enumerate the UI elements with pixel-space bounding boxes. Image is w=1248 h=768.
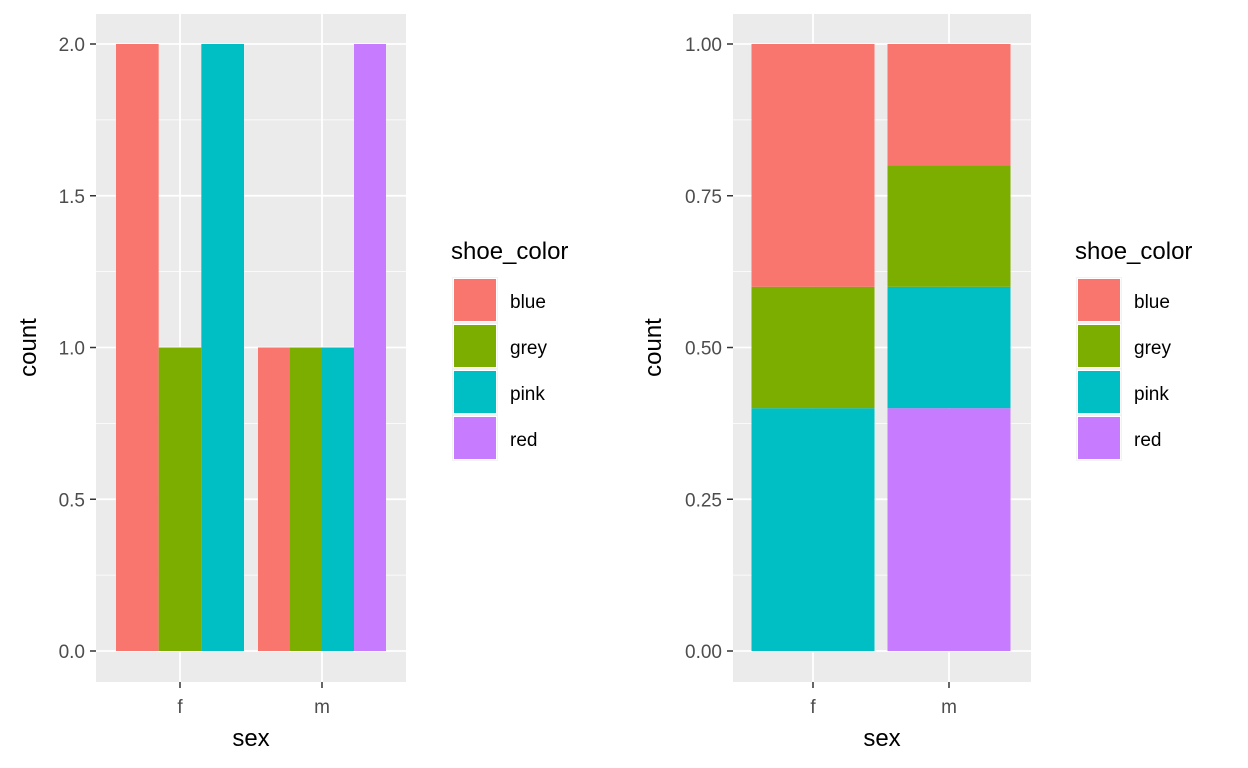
legend-key-pink [453,370,497,414]
bar-f-grey [751,286,875,409]
bar-f-blue [116,44,159,651]
x-axis-title: sex [863,725,900,752]
bar-m-red [354,44,386,651]
bar-m-blue [258,347,290,651]
bar-f-pink [751,408,875,651]
legend-key-pink [1077,370,1121,414]
bar-f-blue [751,44,875,287]
legend-key-red [1077,416,1121,460]
x-tick-label: f [810,697,816,718]
legend-label-pink: pink [1134,384,1169,405]
legend-key-grey [453,324,497,368]
x-axis-title: sex [232,725,269,752]
y-tick-label: 1.5 [59,187,85,208]
bar-m-grey [887,165,1011,287]
y-tick-label: 0.75 [685,187,722,208]
legend-label-grey: grey [510,338,547,359]
legend-title: shoe_color [451,238,568,265]
y-tick-label: 0.5 [59,490,85,511]
legend-label-blue: blue [510,292,546,313]
y-tick-label: 0.50 [685,339,722,360]
y-tick-label: 1.00 [685,35,722,56]
x-tick-label: f [177,697,183,718]
legend-label-pink: pink [510,384,545,405]
y-tick-label: 0.00 [685,642,722,663]
y-tick-label: 0.0 [59,642,85,663]
legend-label-red: red [1134,430,1161,451]
dodged-bar-chart: 0.0 0.5 1.0 1.5 2.0 f m sex count [15,14,406,752]
y-tick-label: 0.25 [685,490,722,511]
y-axis-title: count [640,318,667,377]
y-tick-label: 1.0 [59,339,85,360]
legend-label-red: red [510,430,537,451]
bar-f-pink [201,44,244,651]
legend-key-blue [1077,278,1121,322]
legend-key-red [453,416,497,460]
filled-bar-chart: 0.00 0.25 0.50 0.75 1.00 f m sex count [640,14,1031,752]
legend-label-blue: blue [1134,292,1170,313]
legend-key-grey [1077,324,1121,368]
legend-key-blue [453,278,497,322]
y-axis-title: count [15,318,42,377]
bar-m-pink [322,347,354,651]
y-tick-label: 2.0 [59,35,85,56]
x-tick-label: m [941,697,957,718]
x-tick-label: m [314,697,330,718]
bar-m-red [887,408,1011,651]
legend-label-grey: grey [1134,338,1171,359]
legend-title: shoe_color [1075,238,1192,265]
bar-m-grey [290,347,322,651]
bar-m-blue [887,44,1011,166]
bar-f-grey [158,347,202,651]
bar-m-pink [887,286,1011,409]
